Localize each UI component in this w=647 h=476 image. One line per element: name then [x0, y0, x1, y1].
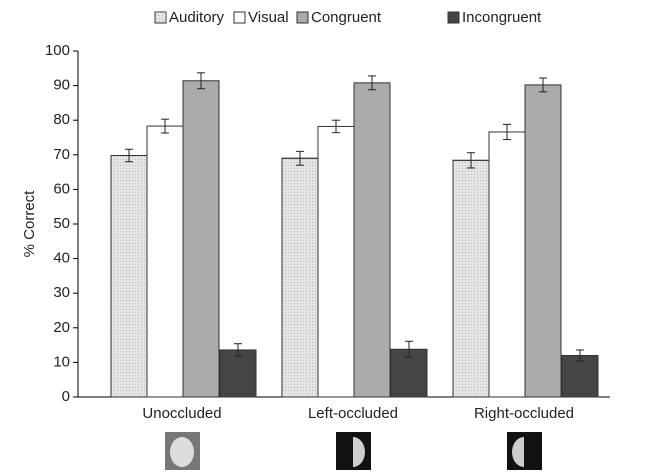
y-axis-label: % Correct — [21, 190, 38, 258]
face-icon — [170, 437, 194, 467]
bar-pattern — [453, 160, 489, 397]
bar — [489, 132, 525, 397]
y-tick-label: 60 — [53, 180, 70, 197]
bar — [525, 85, 561, 397]
legend-label: Congruent — [311, 9, 382, 26]
y-tick-label: 70 — [53, 146, 70, 163]
bar — [147, 126, 183, 397]
y-tick-label: 50 — [53, 215, 70, 232]
y-tick-label: 40 — [53, 250, 70, 267]
y-tick-label: 30 — [53, 284, 70, 301]
bar — [354, 83, 390, 397]
legend-swatch — [448, 12, 459, 23]
y-tick-label: 80 — [53, 111, 70, 128]
x-tick-label: Unoccluded — [142, 405, 221, 422]
legend-swatch — [297, 12, 308, 23]
legend-label: Incongruent — [462, 9, 542, 26]
bar-pattern — [282, 158, 318, 397]
face-icons — [165, 432, 542, 470]
legend-label: Auditory — [169, 9, 225, 26]
legend-swatch-pattern — [155, 12, 166, 23]
y-tick-label: 0 — [62, 388, 70, 405]
legend-label: Visual — [248, 9, 289, 26]
chart: % Correct 0 10 20 30 40 50 60 70 80 90 100 Auditory… — [0, 0, 647, 471]
y-tick-label: 20 — [53, 319, 70, 336]
x-tick-label: Left-occluded — [308, 405, 398, 422]
bar — [318, 126, 354, 397]
y-tick-label: 100 — [45, 42, 70, 59]
bar-pattern — [111, 155, 147, 397]
bar — [562, 355, 598, 397]
x-tick-label: Right-occluded — [474, 405, 574, 422]
y-tick-label: 10 — [53, 353, 70, 370]
y-tick-label: 90 — [53, 77, 70, 94]
bar — [183, 81, 219, 397]
legend-swatch — [234, 12, 245, 23]
bar — [220, 350, 256, 397]
